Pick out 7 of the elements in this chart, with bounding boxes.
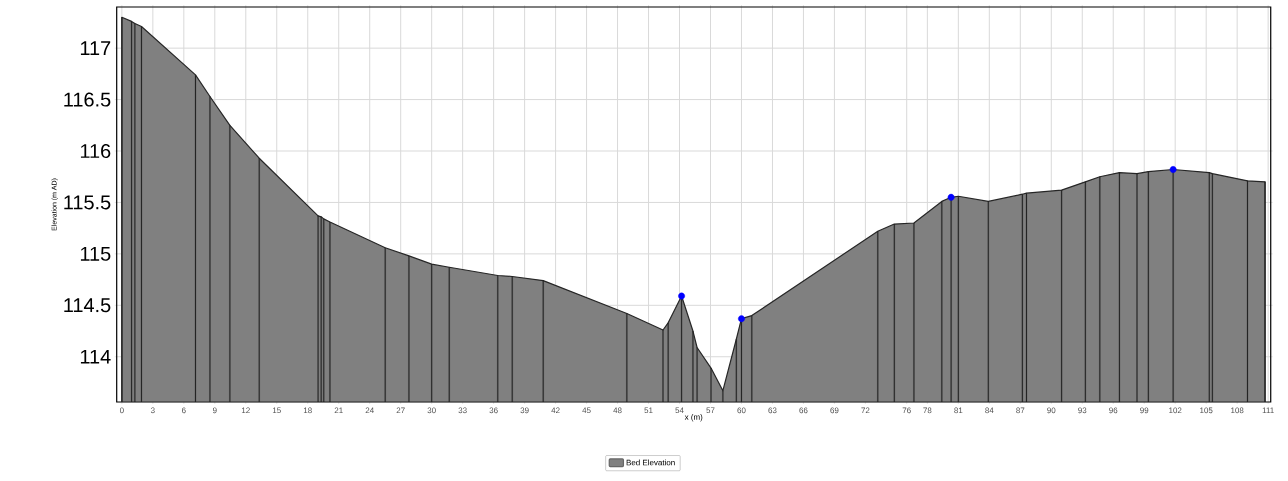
- y-tick-label: 116.5: [64, 92, 111, 107]
- y-tick-label: 116: [80, 143, 111, 159]
- y-tick-label: 114.5: [64, 298, 111, 313]
- y-tick-label: 115.5: [64, 195, 111, 210]
- y-tick-label: 117: [80, 41, 111, 55]
- y-tick-label: 115: [80, 246, 111, 261]
- y-tick-label: 114: [80, 349, 111, 364]
